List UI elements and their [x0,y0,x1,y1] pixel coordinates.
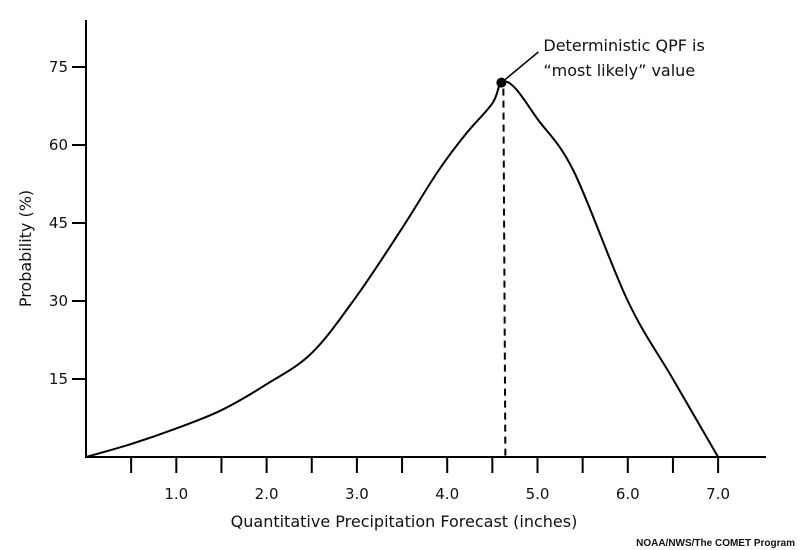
y-tick-label: 30 [49,292,68,310]
x-ticks: 1.0 2.0 3.0 4.0 5.0 6.0 7.0 [130,457,730,503]
annotation-line-1: Deterministic QPF is [543,36,704,55]
peak-dashed-line [502,88,507,458]
y-tick-label: 75 [49,58,68,76]
peak-point [496,77,507,88]
x-tick-label: 5.0 [526,485,550,503]
credit-text: NOAA/NWS/The COMET Program [636,538,795,549]
x-tick-label: 4.0 [435,485,459,503]
y-axis-title: Probability (%) [16,190,35,307]
y-tick-label: 60 [49,136,68,154]
x-tick-label: 6.0 [616,485,640,503]
x-tick-label: 7.0 [706,485,730,503]
x-axis-title: Quantitative Precipitation Forecast (inc… [231,512,578,531]
x-tick-label: 1.0 [164,485,188,503]
y-tick-label: 15 [49,370,68,388]
y-ticks: 15 30 45 60 75 [49,58,86,388]
annotation-leader-line [500,51,539,84]
annotation-line-2: “most likely” value [543,61,695,80]
y-tick-label: 45 [49,214,68,232]
probability-curve [85,80,719,458]
x-tick-label: 3.0 [345,485,369,503]
x-tick-label: 2.0 [255,485,279,503]
